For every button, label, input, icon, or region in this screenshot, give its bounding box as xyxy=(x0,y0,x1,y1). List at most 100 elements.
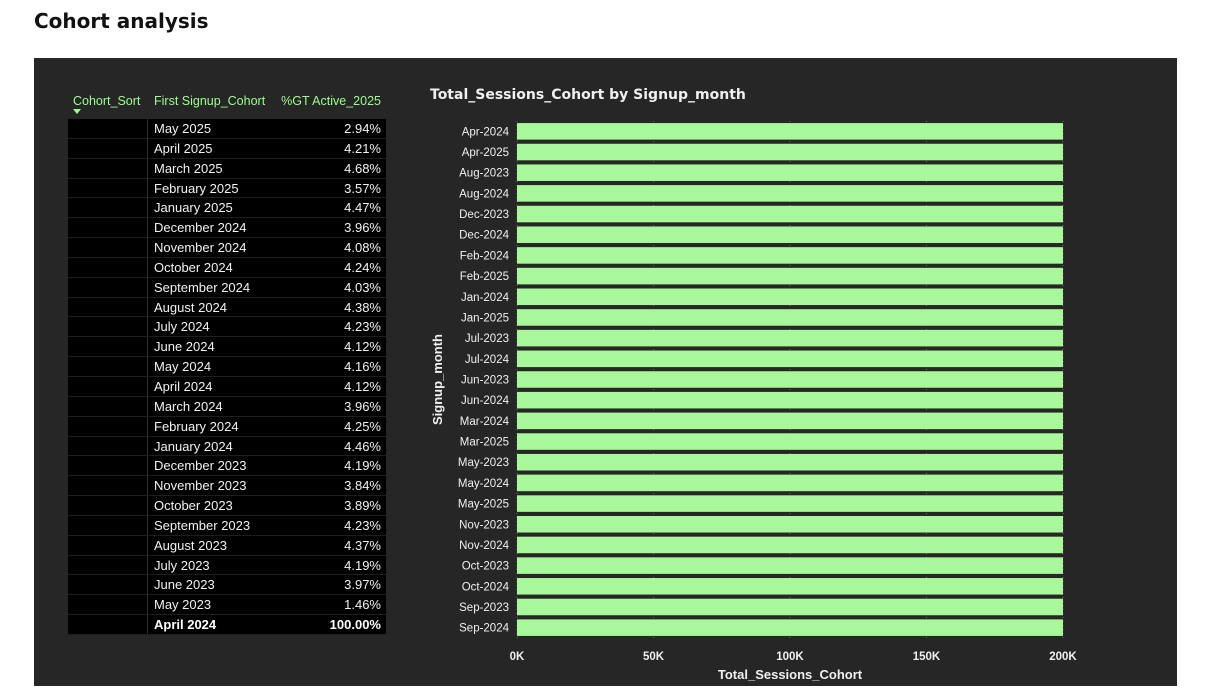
y-tick-label: Jan-2025 xyxy=(461,312,509,324)
y-tick-label: Sep-2024 xyxy=(459,623,509,635)
gt-active-cell: 4.12% xyxy=(344,339,381,355)
table-row[interactable]: March 2024 3.96% xyxy=(68,396,386,417)
bar[interactable] xyxy=(517,578,1063,595)
bar[interactable] xyxy=(517,515,1063,533)
table-row[interactable]: July 2023 4.19% xyxy=(68,555,386,576)
gt-active-cell: 3.97% xyxy=(344,577,381,593)
bar[interactable] xyxy=(517,453,1063,471)
table-row[interactable]: December 2023 4.19% xyxy=(68,456,386,477)
table-row[interactable]: October 2023 3.89% xyxy=(68,496,386,516)
table-row[interactable]: April 2024 4.12% xyxy=(68,376,386,397)
table-row[interactable]: August 2024 4.38% xyxy=(68,297,386,318)
bar[interactable] xyxy=(517,495,1063,512)
table-row[interactable]: November 2024 4.08% xyxy=(68,238,386,258)
table-row[interactable]: November 2023 3.84% xyxy=(68,476,386,497)
signup-cohort-cell: April 2025 xyxy=(154,140,213,156)
bar[interactable] xyxy=(517,288,1063,306)
x-axis-title: Total_Sessions_Cohort xyxy=(718,667,863,682)
y-tick-label: Mar-2025 xyxy=(460,437,509,449)
table-row[interactable]: March 2025 4.68% xyxy=(68,158,386,179)
bar[interactable] xyxy=(517,391,1063,409)
signup-cohort-cell: April 2024 xyxy=(154,617,217,633)
table-row[interactable]: July 2024 4.23% xyxy=(68,317,386,338)
cohort-sort-cell xyxy=(68,436,148,456)
bar[interactable] xyxy=(517,598,1063,616)
table-row[interactable]: January 2024 4.46% xyxy=(68,436,386,457)
gt-active-cell: 4.03% xyxy=(344,279,381,295)
bar[interactable] xyxy=(517,247,1063,264)
table-row[interactable]: June 2023 3.97% xyxy=(68,575,386,596)
cohort-table: Cohort_Sort First Signup_Cohort %GT Acti… xyxy=(68,90,386,635)
signup-cohort-cell: September 2024 xyxy=(154,279,251,295)
y-tick-label: Sep-2023 xyxy=(459,602,509,614)
table-total-row[interactable]: April 2024 100.00% xyxy=(68,615,386,635)
bar[interactable] xyxy=(517,185,1063,202)
x-tick-label: 200K xyxy=(1049,651,1077,663)
gt-active-cell: 2.94% xyxy=(344,121,381,136)
gt-active-cell: 4.47% xyxy=(344,200,381,216)
table-row[interactable]: May 2025 2.94% xyxy=(68,119,386,139)
signup-cohort-cell: July 2023 xyxy=(154,557,210,573)
bar[interactable] xyxy=(517,474,1063,492)
bar[interactable] xyxy=(517,371,1063,388)
cohort-sort-cell xyxy=(68,535,148,555)
table-row[interactable]: September 2024 4.03% xyxy=(68,277,386,298)
y-tick-label: Nov-2024 xyxy=(459,540,509,552)
gt-active-cell: 3.96% xyxy=(344,398,381,414)
column-header-first-signup-cohort[interactable]: First Signup_Cohort xyxy=(154,94,266,108)
signup-cohort-cell: May 2023 xyxy=(154,597,212,613)
table-row[interactable]: May 2024 4.16% xyxy=(68,357,386,377)
signup-cohort-cell: October 2023 xyxy=(154,498,233,514)
x-tick-label: 0K xyxy=(510,651,525,663)
bar[interactable] xyxy=(517,309,1063,326)
table-row[interactable]: June 2024 4.12% xyxy=(68,337,386,358)
bar[interactable] xyxy=(517,619,1063,636)
table-row[interactable]: October 2024 4.24% xyxy=(68,257,386,278)
y-tick-label: Jul-2023 xyxy=(465,333,509,345)
bar[interactable] xyxy=(517,123,1063,140)
table-row[interactable]: April 2025 4.21% xyxy=(68,138,386,159)
gt-active-cell: 4.21% xyxy=(344,140,381,156)
signup-cohort-cell: November 2024 xyxy=(154,240,247,256)
bar[interactable] xyxy=(517,557,1063,574)
bar[interactable] xyxy=(517,205,1063,223)
bar[interactable] xyxy=(517,412,1063,430)
bar[interactable] xyxy=(517,143,1063,161)
signup-cohort-cell: August 2023 xyxy=(154,537,228,553)
gt-active-cell: 4.38% xyxy=(344,299,381,315)
signup-cohort-cell: March 2025 xyxy=(154,160,223,176)
cohort-sort-cell xyxy=(68,297,148,317)
bar[interactable] xyxy=(517,226,1063,244)
bar[interactable] xyxy=(517,350,1063,368)
table-row[interactable]: August 2023 4.37% xyxy=(68,535,386,556)
bar[interactable] xyxy=(517,164,1063,181)
signup-cohort-cell: August 2024 xyxy=(154,299,228,315)
cohort-sort-cell xyxy=(68,218,148,238)
table-row[interactable]: February 2025 3.57% xyxy=(68,178,386,199)
table-row[interactable]: May 2023 1.46% xyxy=(68,595,386,616)
y-tick-label: Apr-2024 xyxy=(462,126,510,138)
gt-active-cell: 4.24% xyxy=(344,259,381,275)
column-header-cohort-sort[interactable]: Cohort_Sort xyxy=(73,94,141,108)
y-tick-label: Nov-2023 xyxy=(459,519,509,531)
gt-active-cell: 4.68% xyxy=(344,160,381,176)
signup-cohort-cell: January 2025 xyxy=(154,200,233,216)
cohort-sort-cell xyxy=(68,138,148,158)
cohort-sort-cell xyxy=(68,178,148,198)
gt-active-cell: 4.46% xyxy=(344,438,381,454)
bar[interactable] xyxy=(517,329,1063,347)
y-tick-label: Aug-2024 xyxy=(459,188,509,200)
table-row[interactable]: January 2025 4.47% xyxy=(68,198,386,219)
gt-active-cell: 4.23% xyxy=(344,517,381,533)
cohort-sort-cell xyxy=(68,515,148,535)
table-row[interactable]: February 2024 4.25% xyxy=(68,416,386,437)
bar[interactable] xyxy=(517,536,1063,554)
table-row[interactable]: December 2024 3.96% xyxy=(68,218,386,239)
bar[interactable] xyxy=(517,433,1063,450)
table-row[interactable]: September 2023 4.23% xyxy=(68,515,386,536)
sort-descending-icon[interactable] xyxy=(73,109,81,114)
cohort-sort-cell xyxy=(68,496,148,515)
signup-cohort-cell: September 2023 xyxy=(154,517,251,533)
bar[interactable] xyxy=(517,267,1063,285)
column-header-gt-active[interactable]: %GT Active_2025 xyxy=(281,94,381,108)
